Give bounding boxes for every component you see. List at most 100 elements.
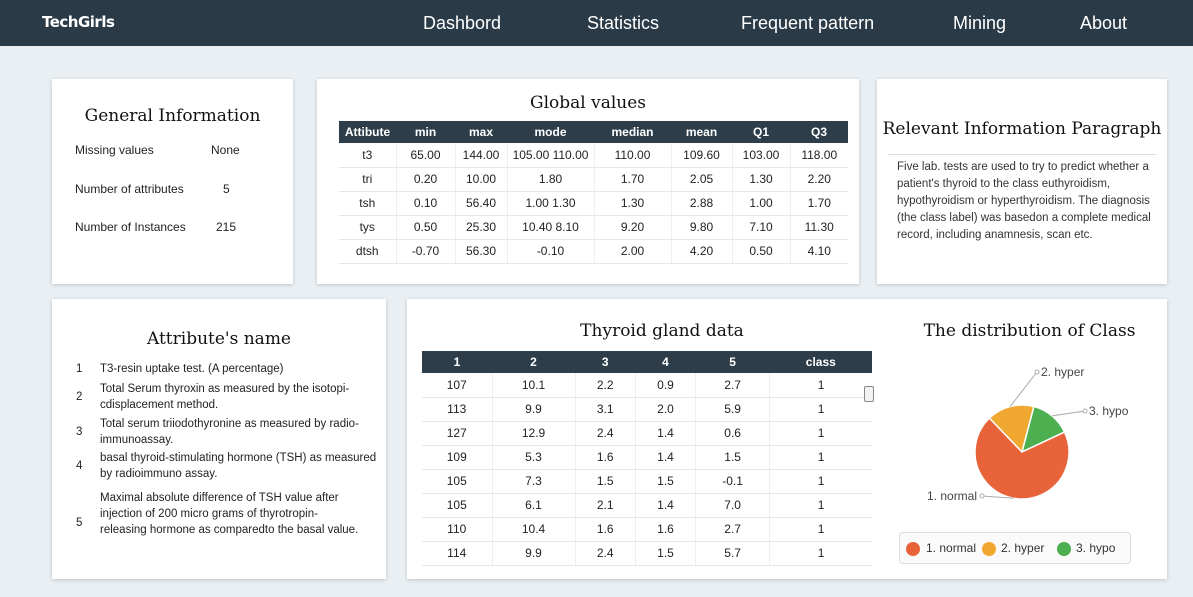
column-header: mean xyxy=(671,121,732,143)
thyroid-data-card: Thyroid gland data 1 2 3 4 5 class 107 10… xyxy=(407,299,1167,579)
table-cell: 2.88 xyxy=(671,191,733,216)
legend-label-hyper[interactable]: 2. hyper xyxy=(1001,541,1045,555)
pie-chart-legend: 1. normal 2. hyper 3. hypo xyxy=(899,532,1131,564)
table-cell: 25.30 xyxy=(455,215,508,240)
pie-slice-normal[interactable] xyxy=(974,417,1070,500)
legend-label-normal[interactable]: 1. normal xyxy=(926,541,977,555)
list-item-number: 3 xyxy=(76,426,83,438)
table-cell: 1 xyxy=(769,373,872,398)
table-cell: 1.5 xyxy=(695,445,771,470)
table-cell: 9.80 xyxy=(671,215,733,240)
card-title: Thyroid gland data xyxy=(580,321,744,341)
table-cell: 1.6 xyxy=(575,517,636,542)
table-cell: 1.5 xyxy=(575,469,636,494)
table-cell: 6.1 xyxy=(492,493,576,518)
table-cell: 1 xyxy=(769,469,872,494)
table-row: tys 0.50 25.30 10.40 8.10 9.20 9.80 7.10 11.30 xyxy=(339,215,848,240)
table-row: tri 0.20 10.00 1.80 1.70 2.05 1.30 2.20 xyxy=(339,167,848,192)
relevant-paragraph: Five lab. tests are used to try to predi… xyxy=(897,161,1151,241)
table-cell: 1.4 xyxy=(635,493,697,518)
table-cell: 2.0 xyxy=(635,397,697,422)
pie-leader-line xyxy=(981,495,1014,499)
nav-item-about[interactable]: About xyxy=(1080,13,1128,33)
brand-logo[interactable]: TechGirls xyxy=(42,13,115,31)
thyroid-data-table: 1 2 3 4 5 class 107 10.1 2.2 0.9 2.7 1 113 9.9… xyxy=(422,351,872,566)
class-distribution-pie-chart: 1. normal 2. hyper 3. hypo xyxy=(927,365,1129,503)
table-cell: 2.4 xyxy=(575,421,636,446)
table-cell: 105 xyxy=(422,493,493,518)
nav-item-frequent-pattern[interactable]: Frequent pattern xyxy=(741,13,875,33)
table-cell: 9.20 xyxy=(594,215,672,240)
table-row: 105 7.3 1.5 1.5 -0.1 1 xyxy=(422,469,872,494)
table-cell: 2.00 xyxy=(594,239,672,264)
pie-leader-line xyxy=(1051,410,1086,417)
table-cell: 4.10 xyxy=(790,239,848,264)
table-row: 114 9.9 2.4 1.5 5.7 1 xyxy=(422,541,872,566)
column-header: median xyxy=(594,121,671,143)
card-title: Global values xyxy=(529,93,647,113)
column-header: mode xyxy=(507,121,594,143)
table-cell: 7.0 xyxy=(695,493,771,518)
table-cell: 109 xyxy=(422,445,493,470)
table-cell: t3 xyxy=(339,143,397,168)
table-scrollbar-thumb[interactable] xyxy=(864,386,874,402)
table-cell: 2.20 xyxy=(790,167,848,192)
table-cell: 114 xyxy=(422,541,493,566)
pie-slice-label: 3. hypo xyxy=(1089,404,1129,418)
table-cell: 1 xyxy=(769,445,872,470)
table-cell: 1 xyxy=(769,493,872,518)
thyroid-table-scroll[interactable]: 1 2 3 4 5 class 107 10.1 2.2 0.9 2.7 1 113 9.9… xyxy=(422,351,872,567)
table-cell: 1 xyxy=(769,541,872,566)
global-values-scroll[interactable]: Attibute min max mode median mean Q1 Q3 … xyxy=(339,121,848,271)
table-row: 105 6.1 2.1 1.4 7.0 1 xyxy=(422,493,872,518)
instances-count-label: Number of Instances xyxy=(75,220,186,234)
column-header: 4 xyxy=(635,351,696,373)
table-cell: -0.70 xyxy=(396,239,456,264)
table-cell: 1.00 xyxy=(732,191,791,216)
table-cell: 2.7 xyxy=(695,517,771,542)
list-item-text: Total serum triiodothyronine as measured… xyxy=(100,418,359,446)
table-cell: 2.4 xyxy=(575,541,636,566)
table-cell: tsh xyxy=(339,191,397,216)
divider xyxy=(888,154,1156,155)
table-cell: 0.10 xyxy=(396,191,456,216)
instances-count-value: 215 xyxy=(216,220,237,234)
table-cell: 110 xyxy=(422,517,493,542)
card-title: General Information xyxy=(84,106,261,126)
global-values-card: Global values Attibute min max mode medi… xyxy=(317,79,859,284)
nav-item-mining[interactable]: Mining xyxy=(953,13,1007,33)
table-cell: 56.30 xyxy=(455,239,508,264)
table-cell: 1.30 xyxy=(732,167,791,192)
relevant-information-card: Relevant Information Paragraph Five lab.… xyxy=(877,79,1167,284)
attributes-count-value: 5 xyxy=(223,182,230,196)
table-row: tsh 0.10 56.40 1.00 1.30 1.30 2.88 1.00 1.70 xyxy=(339,191,848,216)
table-cell: 11.30 xyxy=(790,215,848,240)
table-row: 127 12.9 2.4 1.4 0.6 1 xyxy=(422,421,872,446)
nav-item-dashboard[interactable]: Dashbord xyxy=(423,13,502,33)
table-cell: dtsh xyxy=(339,239,397,264)
list-item-text: basal thyroid-stimulating hormone (TSH) … xyxy=(100,452,377,480)
table-cell: 1.4 xyxy=(635,445,697,470)
table-cell: 10.4 xyxy=(492,517,576,542)
legend-label-hypo[interactable]: 3. hypo xyxy=(1076,541,1116,555)
list-item-number: 1 xyxy=(76,363,83,375)
pie-leader-dot xyxy=(1034,369,1040,375)
card-title: Relevant Information Paragraph xyxy=(882,119,1162,139)
table-cell: 110.00 xyxy=(594,143,672,168)
table-cell: 9.9 xyxy=(492,541,576,566)
legend-swatch-hypo xyxy=(1057,542,1071,556)
table-cell: 2.1 xyxy=(575,493,636,518)
table-cell: 3.1 xyxy=(575,397,636,422)
column-header: Q1 xyxy=(732,121,790,143)
legend-swatch-normal xyxy=(906,542,920,556)
table-cell: 1.5 xyxy=(635,469,697,494)
missing-values-value: None xyxy=(211,143,240,157)
table-cell: 7.10 xyxy=(732,215,791,240)
pie-slice-hyper[interactable] xyxy=(988,404,1035,454)
table-cell: 5.7 xyxy=(695,541,771,566)
table-cell: 127 xyxy=(422,421,493,446)
table-row: 109 5.3 1.6 1.4 1.5 1 xyxy=(422,445,872,470)
attribute-names-card: Attribute's name 1 T3-resin uptake test.… xyxy=(52,299,386,579)
nav-item-statistics[interactable]: Statistics xyxy=(587,13,660,33)
column-header: 1 xyxy=(422,351,492,373)
